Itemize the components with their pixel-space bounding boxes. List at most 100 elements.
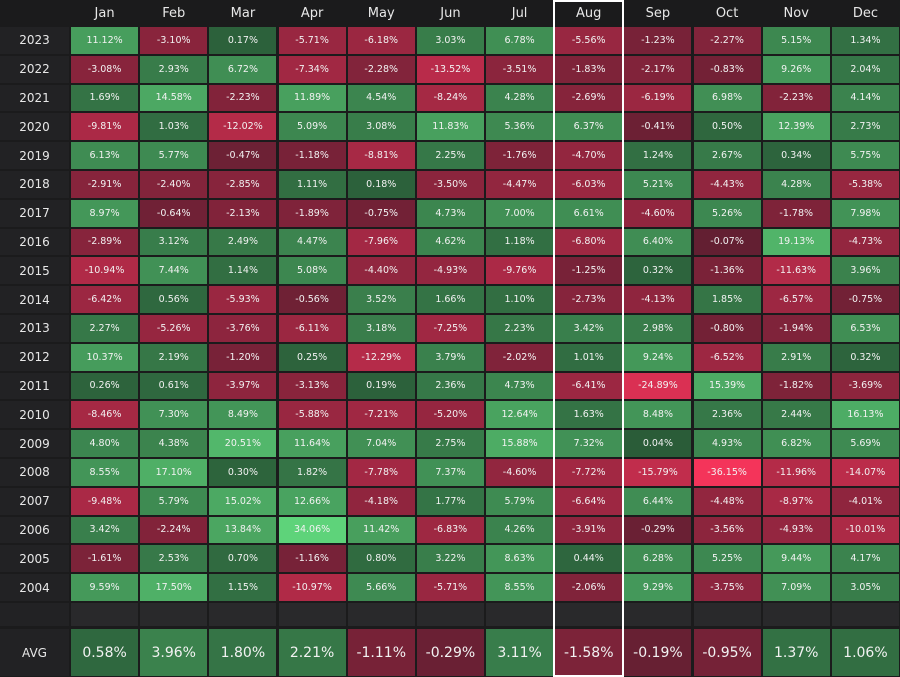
row-label: 2008 xyxy=(0,459,69,486)
return-cell: 11.64% xyxy=(278,430,346,457)
return-cell: -2.24% xyxy=(140,516,208,544)
return-cell: 4.28% xyxy=(762,171,830,198)
return-cell: 3.12% xyxy=(140,228,208,256)
return-cell: 3.42% xyxy=(71,516,139,544)
return-cell: 2.27% xyxy=(71,315,139,342)
return-cell: -9.81% xyxy=(71,113,139,141)
return-cell: -5.88% xyxy=(278,401,346,429)
return-cell: -8.81% xyxy=(347,142,415,169)
return-cell: -5.71% xyxy=(416,574,484,601)
return-cell: 15.88% xyxy=(486,430,554,457)
return-cell: -12.02% xyxy=(209,113,277,141)
row-label: 2005 xyxy=(0,545,69,573)
return-cell: -2.85% xyxy=(209,171,277,198)
return-cell: 3.42% xyxy=(555,315,623,342)
return-cell: 0.19% xyxy=(347,372,415,400)
return-cell: 5.21% xyxy=(624,171,692,198)
return-cell: 1.82% xyxy=(278,459,346,486)
return-cell: 0.32% xyxy=(831,343,899,371)
return-cell: -1.18% xyxy=(278,142,346,169)
return-cell: 11.12% xyxy=(71,27,139,54)
return-cell: 8.97% xyxy=(71,199,139,227)
return-cell: -0.47% xyxy=(209,142,277,169)
return-cell: -6.03% xyxy=(555,171,623,198)
return-cell: -2.06% xyxy=(555,574,623,601)
return-cell: 5.15% xyxy=(762,27,830,54)
return-cell: 4.73% xyxy=(486,372,554,400)
return-cell: 5.69% xyxy=(831,430,899,457)
return-cell: -9.48% xyxy=(71,487,139,515)
return-cell: -7.72% xyxy=(555,459,623,486)
row-label: 2004 xyxy=(0,574,69,601)
return-cell: 12.66% xyxy=(278,487,346,515)
return-cell: -4.40% xyxy=(347,257,415,285)
return-cell: 4.54% xyxy=(347,84,415,112)
blank-cell xyxy=(555,603,623,626)
return-cell: -2.73% xyxy=(555,286,623,313)
return-cell: -3.51% xyxy=(486,55,554,83)
return-cell: -2.02% xyxy=(486,343,554,371)
return-cell: -0.07% xyxy=(693,228,761,256)
return-cell: 34.06% xyxy=(278,516,346,544)
return-cell: -4.43% xyxy=(693,171,761,198)
return-cell: -3.75% xyxy=(693,574,761,601)
avg-cell: -0.19% xyxy=(624,629,692,676)
return-cell: -6.18% xyxy=(347,27,415,54)
return-cell: -4.13% xyxy=(624,286,692,313)
return-cell: 2.75% xyxy=(416,430,484,457)
return-cell: 7.37% xyxy=(416,459,484,486)
return-cell: -10.97% xyxy=(278,574,346,601)
return-cell: 12.64% xyxy=(486,401,554,429)
blank-cell xyxy=(831,603,899,626)
avg-cell: 1.80% xyxy=(209,629,277,676)
avg-label: AVG xyxy=(0,629,69,676)
return-cell: 6.82% xyxy=(762,430,830,457)
column-header: Nov xyxy=(783,5,809,21)
return-cell: -1.89% xyxy=(278,199,346,227)
return-cell: -2.27% xyxy=(693,27,761,54)
row-label: 2015 xyxy=(0,257,69,285)
return-cell: -24.89% xyxy=(624,372,692,400)
return-cell: -2.13% xyxy=(209,199,277,227)
return-cell: -1.23% xyxy=(624,27,692,54)
return-cell: 2.93% xyxy=(140,55,208,83)
return-cell: 7.09% xyxy=(762,574,830,601)
return-cell: -3.50% xyxy=(416,171,484,198)
return-cell: 4.62% xyxy=(416,228,484,256)
return-cell: -6.42% xyxy=(71,286,139,313)
return-cell: 0.32% xyxy=(624,257,692,285)
return-cell: -3.69% xyxy=(831,372,899,400)
column-header: Feb xyxy=(162,5,186,21)
return-cell: -2.17% xyxy=(624,55,692,83)
row-label: 2021 xyxy=(0,84,69,112)
return-cell: -7.21% xyxy=(347,401,415,429)
column-header: Sep xyxy=(645,5,671,21)
return-cell: 15.39% xyxy=(693,372,761,400)
return-cell: 19.13% xyxy=(762,228,830,256)
return-cell: 4.26% xyxy=(486,516,554,544)
row-label: 2013 xyxy=(0,315,69,342)
return-cell: 6.61% xyxy=(555,199,623,227)
column-header: Apr xyxy=(300,5,324,21)
return-cell: 0.34% xyxy=(762,142,830,169)
column-header: Oct xyxy=(715,5,739,21)
return-cell: 7.04% xyxy=(347,430,415,457)
return-cell: 7.00% xyxy=(486,199,554,227)
return-cell: 3.03% xyxy=(416,27,484,54)
return-cell: 1.85% xyxy=(693,286,761,313)
row-label: 2020 xyxy=(0,113,69,141)
return-cell: -4.48% xyxy=(693,487,761,515)
return-cell: 1.34% xyxy=(831,27,899,54)
return-cell: 2.49% xyxy=(209,228,277,256)
return-cell: 5.75% xyxy=(831,142,899,169)
return-cell: -3.08% xyxy=(71,55,139,83)
return-cell: -7.96% xyxy=(347,228,415,256)
return-cell: 0.26% xyxy=(71,372,139,400)
return-cell: -4.60% xyxy=(486,459,554,486)
return-cell: 2.73% xyxy=(831,113,899,141)
return-cell: 5.79% xyxy=(486,487,554,515)
return-cell: -1.76% xyxy=(486,142,554,169)
return-cell: 3.18% xyxy=(347,315,415,342)
return-cell: -0.56% xyxy=(278,286,346,313)
return-cell: -1.78% xyxy=(762,199,830,227)
